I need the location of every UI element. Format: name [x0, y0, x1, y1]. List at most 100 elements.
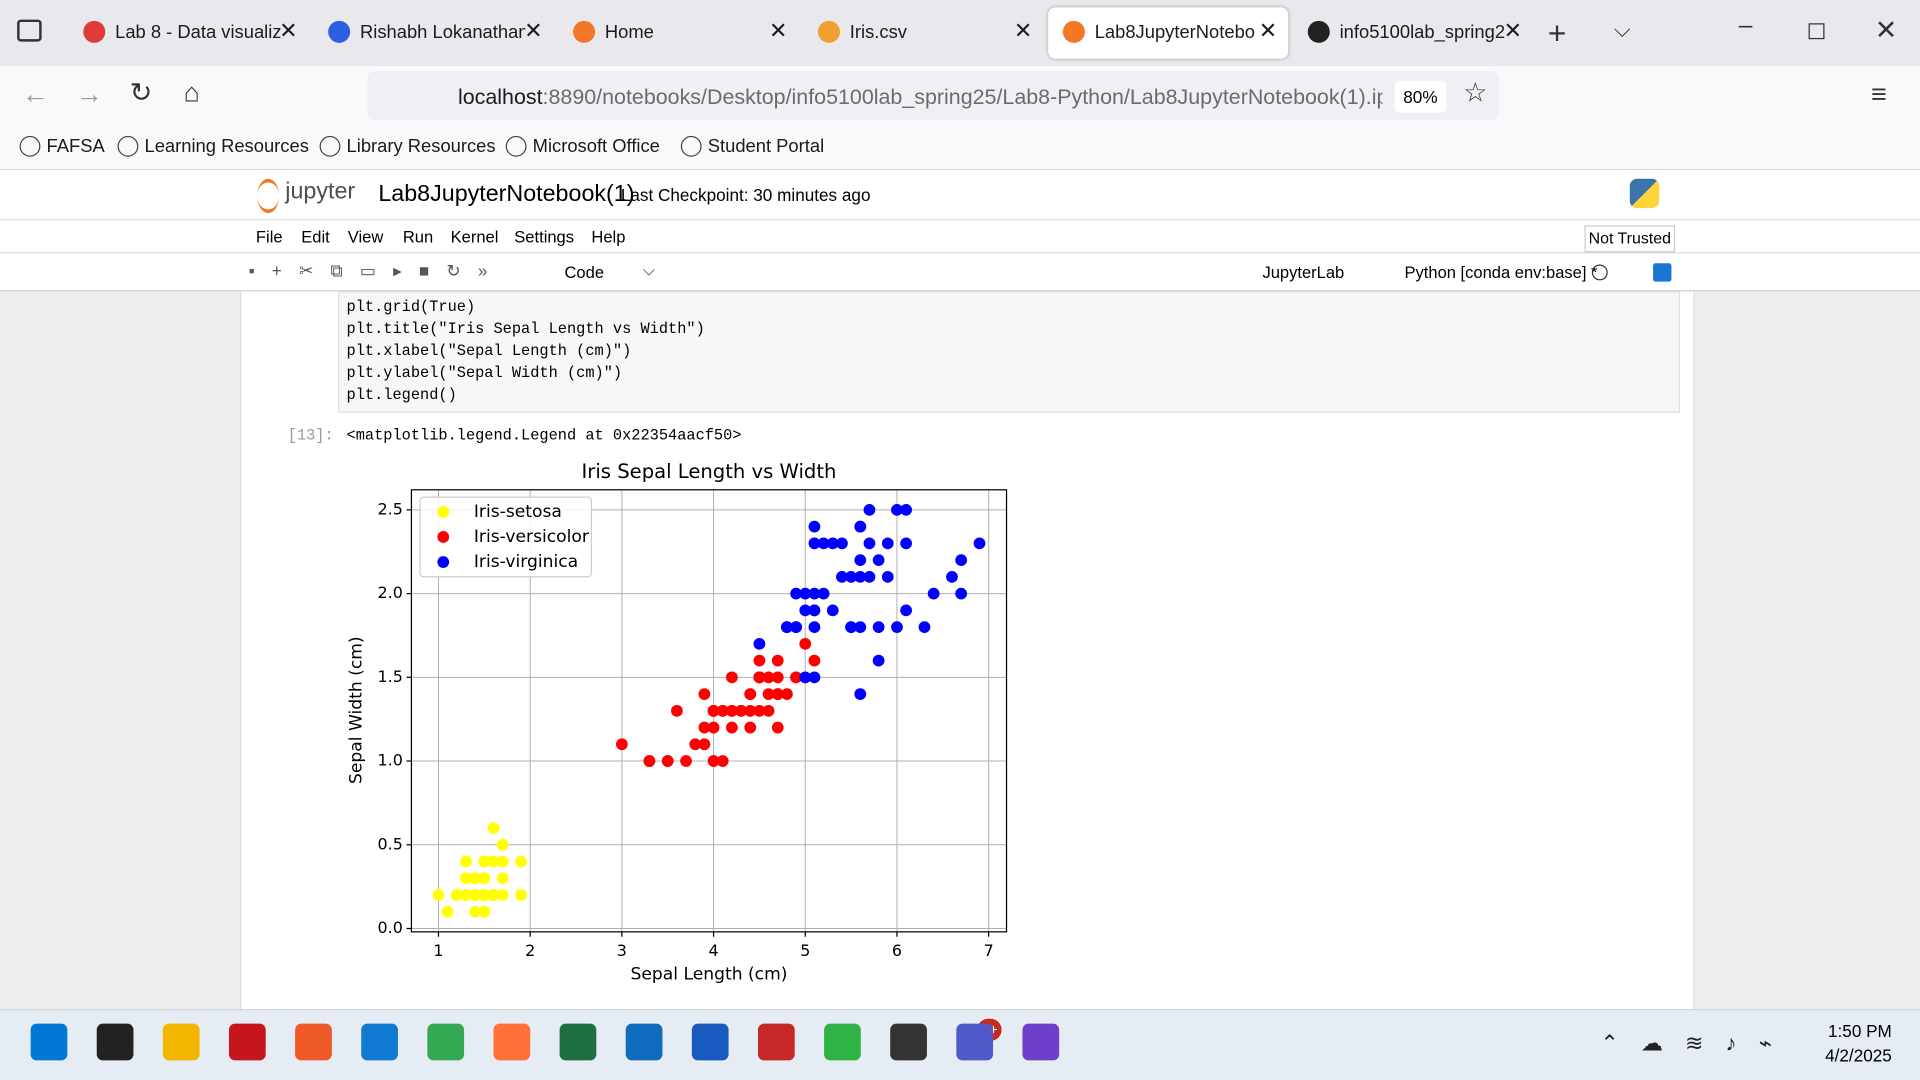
taskbar-icon[interactable] [361, 1023, 398, 1061]
property-inspector[interactable] [1653, 263, 1672, 282]
bookmark[interactable]: FAFSA [46, 135, 105, 157]
menu-item[interactable]: Kernel [450, 227, 499, 247]
tab[interactable]: Rishabh Lokanathan ✕ [313, 7, 553, 58]
taskbar-icon[interactable] [757, 1023, 795, 1061]
restore[interactable] [1808, 23, 1825, 40]
point [707, 704, 720, 717]
legend-label: Iris-versicolor [474, 527, 590, 547]
point [863, 537, 876, 550]
point [432, 889, 445, 901]
home[interactable]: ⌂ [183, 77, 200, 108]
bookmark-icon [117, 135, 139, 157]
python-logo [1629, 178, 1660, 209]
menu-item[interactable]: Help [591, 227, 626, 247]
tab[interactable]: Home ✕ [558, 7, 798, 58]
tab[interactable]: Lab 8 - Data visualiz ✕ [69, 7, 309, 58]
y-axis-label: Sepal Width (cm) [346, 636, 366, 784]
new-tab[interactable]: + [1547, 14, 1567, 52]
taskbar-icon[interactable] [30, 1023, 68, 1061]
point [881, 537, 894, 550]
app-menu[interactable]: ≡ [1871, 78, 1887, 109]
tab-close[interactable]: ✕ [1013, 18, 1033, 43]
code-line: plt.legend() [346, 386, 457, 405]
point [753, 704, 766, 717]
menu-item[interactable]: View [347, 227, 384, 247]
cell-type[interactable]: Code [564, 263, 605, 282]
bookmark[interactable]: Library Resources [346, 135, 496, 157]
point [872, 654, 885, 667]
code-line: plt.xlabel("Sepal Length (cm)") [346, 342, 632, 360]
tab-list-button[interactable] [17, 19, 42, 42]
tab-close[interactable]: ✕ [279, 18, 298, 43]
clock-time[interactable]: 1:50 PM [1827, 1021, 1892, 1041]
point [771, 721, 784, 734]
taskbar-icon[interactable] [1022, 1023, 1060, 1061]
clock-date[interactable]: 4/2/2025 [1825, 1045, 1892, 1066]
tab[interactable]: Iris.csv ✕ [803, 7, 1043, 58]
bookmark[interactable]: Learning Resources [144, 135, 309, 157]
kernel-name[interactable]: Python [conda env:base] * [1404, 263, 1598, 282]
point [799, 587, 812, 600]
back[interactable]: ← [22, 78, 49, 109]
taskbar-icon[interactable] [228, 1023, 266, 1061]
point [515, 855, 527, 868]
point [698, 721, 711, 734]
close-window[interactable]: ✕ [1874, 14, 1898, 46]
tab[interactable]: info5100lab_spring2 ✕ [1293, 7, 1533, 58]
taskbar-icon[interactable] [890, 1023, 927, 1061]
point [771, 654, 784, 667]
bookmark-star[interactable]: ☆ [1463, 77, 1488, 108]
cell-type-arrow[interactable]: ⌵ [642, 260, 655, 280]
menu-item[interactable]: Settings [514, 227, 575, 247]
taskbar-icon[interactable] [559, 1023, 597, 1061]
tab-close[interactable]: ✕ [524, 18, 543, 43]
kernel-status [1591, 264, 1608, 281]
menu-item[interactable]: Edit [301, 227, 330, 247]
trust-status[interactable]: Not Trusted [1584, 225, 1676, 253]
taskbar-icon[interactable] [493, 1023, 531, 1061]
tab-title: Iris.csv [849, 22, 907, 43]
point [946, 570, 958, 583]
taskbar-icon[interactable] [824, 1023, 861, 1061]
tab-close[interactable]: ✕ [1503, 18, 1523, 43]
point [460, 855, 472, 868]
x-tick-label: 5 [800, 941, 810, 960]
point [744, 704, 757, 717]
taskbar-icon[interactable] [956, 1023, 994, 1061]
url-bar[interactable] [367, 71, 1499, 120]
minimize[interactable]: – [1738, 12, 1753, 40]
taskbar-icon[interactable] [625, 1023, 663, 1061]
tab-close[interactable]: ✕ [1258, 18, 1278, 43]
taskbar-icon[interactable] [427, 1023, 465, 1061]
toolbar-buttons[interactable]: ▪+✂⧉▭▸■↻» [248, 260, 505, 281]
taskbar-icon[interactable] [96, 1023, 134, 1061]
tab-menu[interactable]: ⌵ [1613, 17, 1631, 42]
bookmark[interactable]: Student Portal [707, 135, 825, 157]
menu-item[interactable]: File [255, 227, 283, 247]
point [487, 855, 500, 868]
reload[interactable]: ↻ [129, 77, 153, 108]
forward[interactable]: → [75, 78, 103, 109]
taskbar-icon[interactable] [295, 1023, 332, 1061]
tray-icons[interactable]: ⌃☁≋♪⌁ [1600, 1031, 1794, 1056]
menu-item[interactable]: Run [402, 227, 434, 247]
point [900, 604, 913, 617]
tab-icon [573, 20, 596, 43]
x-tick-label: 2 [525, 941, 535, 960]
tab-title: Lab8JupyterNotebo [1094, 22, 1256, 43]
code-cell[interactable] [337, 291, 1680, 413]
zoom[interactable]: 80% [1394, 80, 1447, 113]
notebook-name[interactable]: Lab8JupyterNotebook(1) [378, 181, 635, 207]
bookmark[interactable]: Microsoft Office [532, 135, 660, 157]
taskbar-icon[interactable] [691, 1023, 729, 1061]
jupyter-header [0, 170, 1920, 221]
point [863, 570, 876, 583]
point [854, 554, 867, 566]
tab-icon [817, 20, 840, 43]
taskbar-icon[interactable] [162, 1023, 200, 1061]
point [900, 504, 913, 516]
tab-close[interactable]: ✕ [768, 18, 788, 43]
jupyterlab-link[interactable]: JupyterLab [1262, 263, 1345, 282]
point [460, 872, 472, 885]
tab[interactable]: Lab8JupyterNotebo ✕ [1048, 7, 1289, 59]
